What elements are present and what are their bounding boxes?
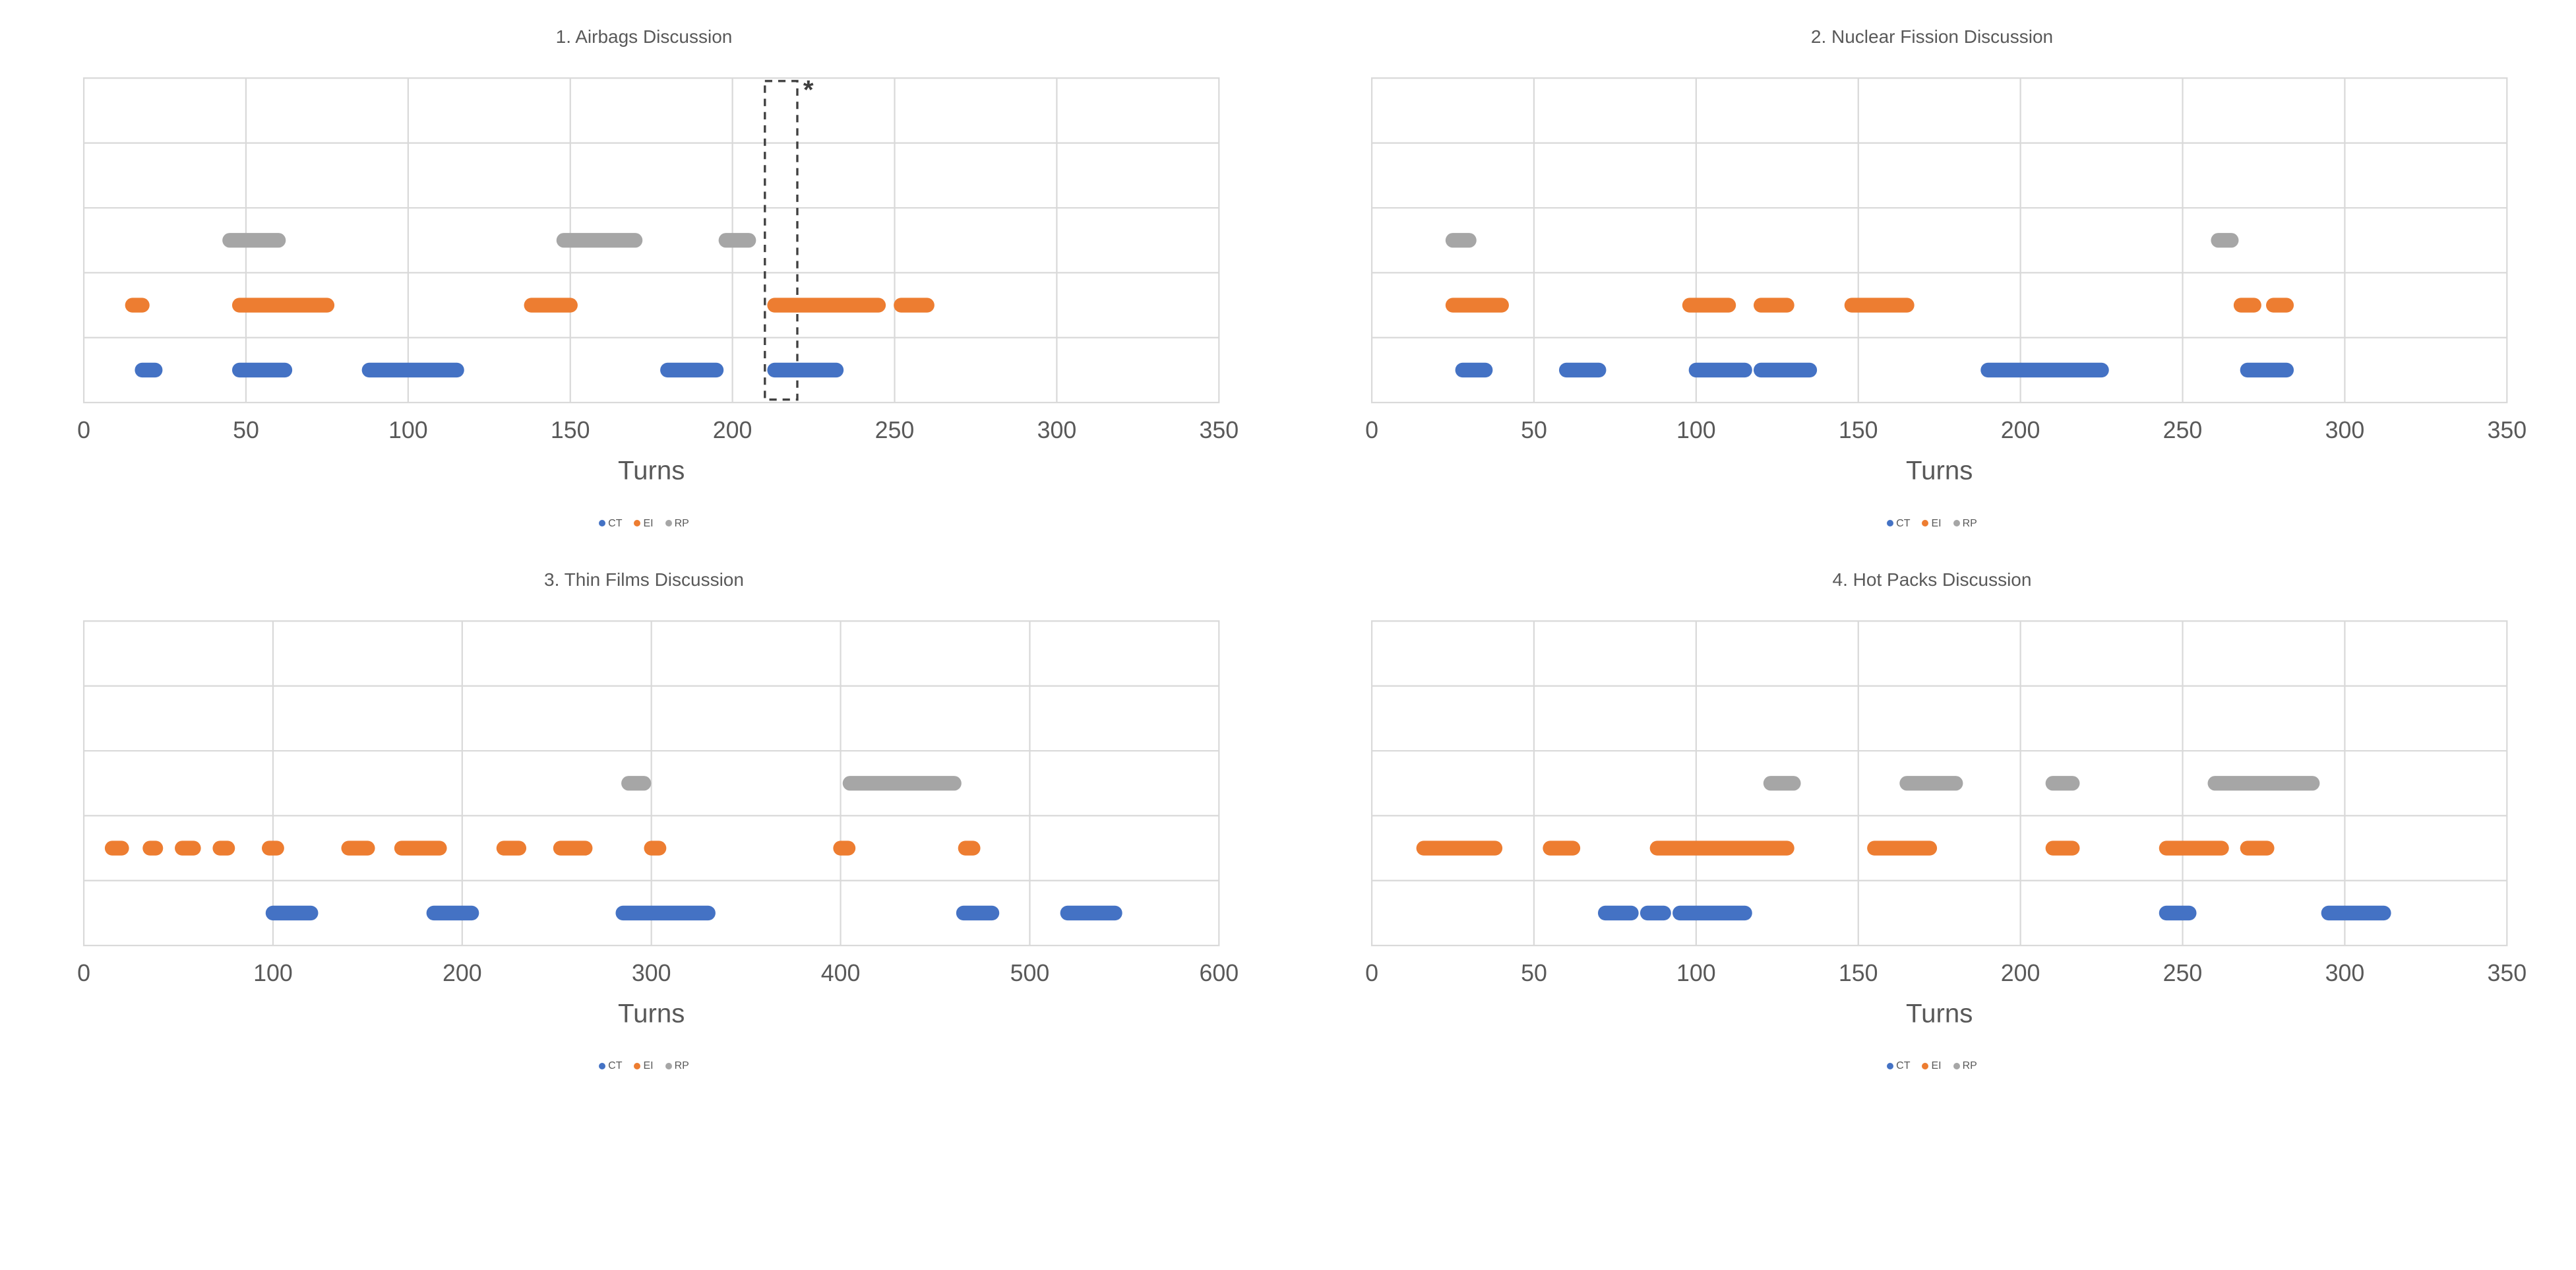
x-tick-label: 250 [2163,959,2203,986]
legend-label: CT [1896,518,1910,529]
legend-label: RP [675,518,689,529]
legend-label: EI [1931,1060,1941,1071]
x-tick-label: 200 [713,417,752,443]
legend-item-ct: CT [599,518,622,530]
x-tick-label: 200 [2001,417,2040,443]
x-tick-label: 200 [443,959,482,986]
panel-title: 2. Nuclear Fission Discussion [1811,26,2053,48]
legend-label: CT [1896,1060,1910,1071]
panel-airbags: 1. Airbags Discussion * 0 50 100 150 200 250 300… [40,26,1248,530]
panel-title: 3. Thin Films Discussion [544,569,744,590]
legend-dot-icon [1922,1063,1928,1069]
panel-thinfilms: 3. Thin Films Discussion 0 100 200 300 400 500… [40,569,1248,1073]
legend-item-rp: RP [1953,518,1977,530]
x-tick-label: 150 [1839,959,1878,986]
legend-dot-icon [634,1063,640,1069]
legend-dot-icon [1887,1063,1893,1069]
x-tick-label: 400 [821,959,861,986]
x-tick-label: 100 [388,417,428,443]
x-tick-label: 50 [1521,959,1547,986]
x-tick-label: 250 [2163,417,2203,443]
legend-item-ct: CT [599,1060,622,1072]
annotation-label: * [803,75,814,105]
legend-dot-icon [599,520,605,526]
legend: CT EI RP [599,518,689,530]
x-tick-label: 350 [2487,959,2527,986]
legend-dot-icon [1887,520,1893,526]
x-axis-label: Turns [1906,455,1973,485]
x-tick-label: 0 [77,417,90,443]
x-tick-label: 100 [253,959,293,986]
legend-dot-icon [1922,520,1928,526]
x-tick-label: 50 [1521,417,1547,443]
x-tick-label: 300 [632,959,671,986]
x-tick-label: 100 [1676,417,1716,443]
x-axis-label: Turns [1906,998,1973,1028]
legend-label: RP [1963,518,1977,529]
x-tick-label: 350 [1199,417,1239,443]
x-tick-label: 50 [233,417,259,443]
legend-label: EI [1931,518,1941,529]
chart: 0 100 200 300 400 500 600 Turns [40,606,1248,1049]
x-tick-label: 150 [551,417,590,443]
panel-title: 4. Hot Packs Discussion [1833,569,2032,590]
chart: 0 50 100 150 200 250 300 350 Turns [1328,63,2536,506]
panel-title: 1. Airbags Discussion [556,26,733,48]
x-tick-label: 0 [77,959,90,986]
x-tick-label: 350 [2487,417,2527,443]
x-axis-label: Turns [618,998,685,1028]
legend: CT EI RP [1887,518,1977,530]
annotation-box [765,81,797,400]
legend-label: CT [608,1060,622,1071]
legend-item-ei: EI [634,518,653,530]
chart: 0 50 100 150 200 250 300 350 Turns [1328,606,2536,1049]
x-tick-label: 150 [1839,417,1878,443]
legend-dot-icon [599,1063,605,1069]
plot-border [1372,78,2507,402]
x-tick-label: 300 [1037,417,1077,443]
legend-label: RP [1963,1060,1977,1071]
legend-item-ei: EI [1922,518,1941,530]
legend-dot-icon [665,520,672,526]
legend-item-ct: CT [1887,518,1910,530]
legend-label: EI [643,518,653,529]
legend: CT EI RP [1887,1060,1977,1072]
x-axis-label: Turns [618,455,685,485]
legend-dot-icon [1953,1063,1960,1069]
legend-label: CT [608,518,622,529]
x-tick-label: 0 [1365,959,1378,986]
x-tick-label: 0 [1365,417,1378,443]
chart: * 0 50 100 150 200 250 300 350 Turns [40,63,1248,506]
legend-item-rp: RP [665,1060,689,1072]
legend-label: EI [643,1060,653,1071]
legend-dot-icon [634,520,640,526]
legend-item-rp: RP [1953,1060,1977,1072]
legend-item-rp: RP [665,518,689,530]
panel-nuclear: 2. Nuclear Fission Discussion 0 50 100 150 20… [1328,26,2536,530]
x-tick-label: 300 [2325,959,2365,986]
x-tick-label: 300 [2325,417,2365,443]
x-tick-label: 250 [875,417,915,443]
x-tick-label: 500 [1010,959,1050,986]
x-tick-label: 600 [1199,959,1239,986]
legend-item-ei: EI [634,1060,653,1072]
legend-item-ei: EI [1922,1060,1941,1072]
legend-dot-icon [1953,520,1960,526]
legend-label: RP [675,1060,689,1071]
x-tick-label: 200 [2001,959,2040,986]
panel-hotpacks: 4. Hot Packs Discussion 0 50 100 150 200 250 30… [1328,569,2536,1073]
legend: CT EI RP [599,1060,689,1072]
legend-dot-icon [665,1063,672,1069]
x-tick-label: 100 [1676,959,1716,986]
legend-item-ct: CT [1887,1060,1910,1072]
